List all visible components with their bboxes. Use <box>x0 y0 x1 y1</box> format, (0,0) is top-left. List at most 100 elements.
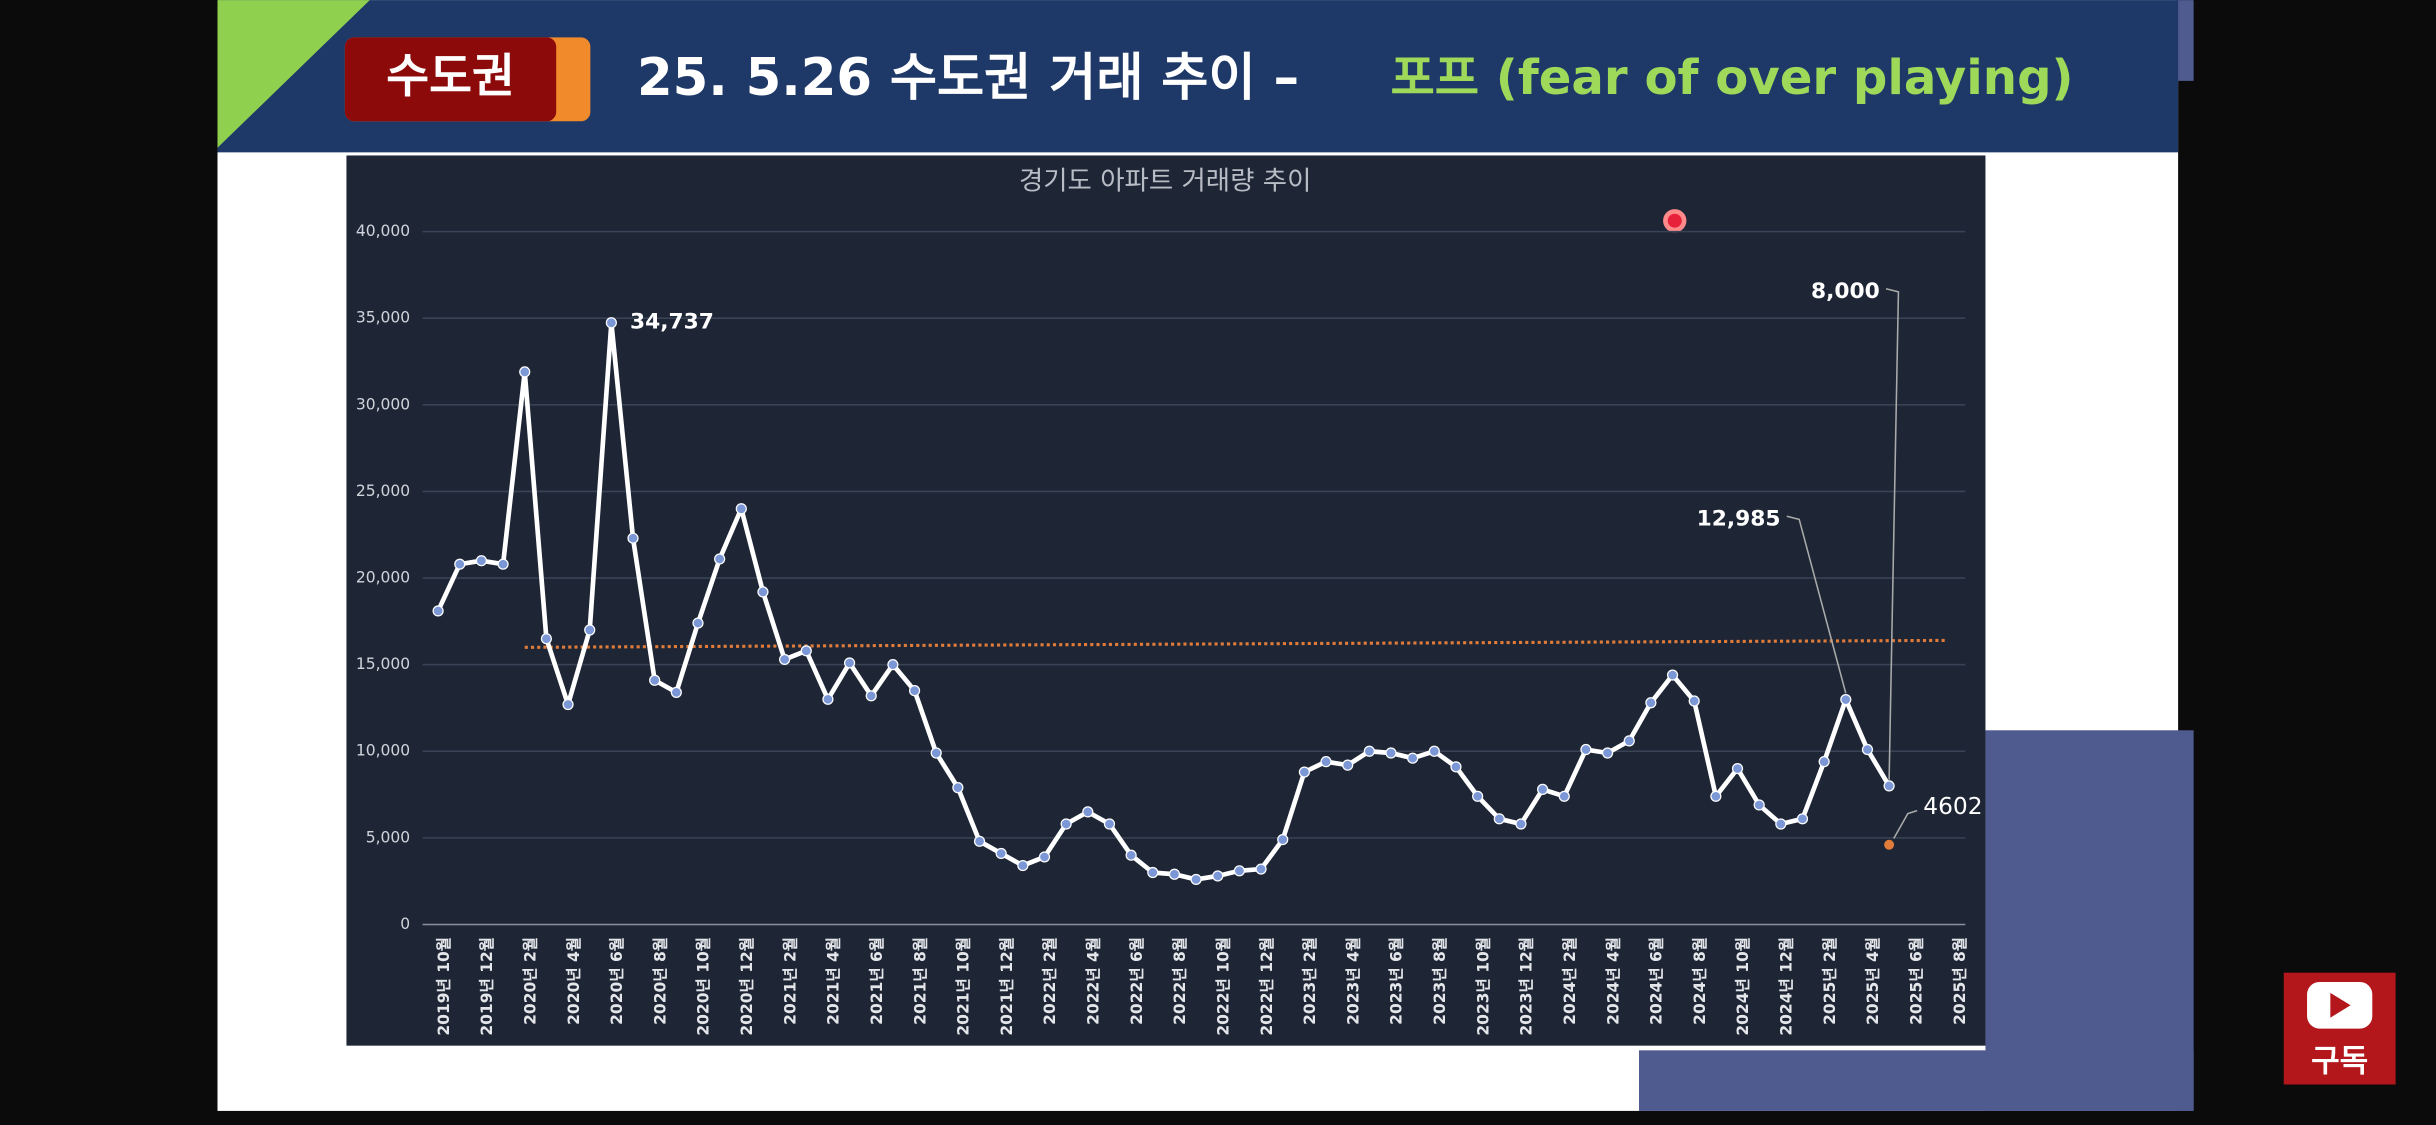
data-point <box>605 317 617 329</box>
data-point <box>1342 759 1354 771</box>
y-tick-label: 10,000 <box>356 742 410 760</box>
data-point <box>1580 743 1592 756</box>
data-point <box>822 693 834 705</box>
x-tick-label: 2023년 12월 <box>1517 937 1536 1036</box>
data-point <box>735 503 747 515</box>
data-point <box>1515 818 1527 830</box>
slide-accent <box>2175 0 2194 81</box>
data-point <box>1666 669 1679 681</box>
data-point <box>930 747 942 759</box>
cursor <box>1663 209 1687 233</box>
data-point <box>779 653 791 666</box>
data-point <box>627 532 639 544</box>
x-tick-label: 2025년 6월 <box>1906 937 1925 1025</box>
x-tick-label: 2022년 10월 <box>1213 937 1232 1036</box>
data-point <box>1818 756 1830 768</box>
x-tick-label: 2020년 8월 <box>650 937 669 1025</box>
data-point <box>995 847 1007 860</box>
data-point <box>1796 813 1809 825</box>
header-title: 25. 5.26 수도권 거래 추이 – <box>637 48 1299 108</box>
x-tick-label: 2022년 8월 <box>1170 937 1189 1025</box>
data-point <box>1385 747 1397 759</box>
x-tick-label: 2023년 2월 <box>1300 937 1319 1025</box>
data-point <box>714 553 726 565</box>
data-point <box>562 698 574 711</box>
data-point <box>692 617 704 629</box>
data-point <box>1493 813 1505 825</box>
x-tick-label: 2019년 12월 <box>477 937 496 1036</box>
badge <box>344 37 557 122</box>
data-point <box>1298 766 1310 778</box>
x-tick-label: 2025년 8월 <box>1950 937 1969 1025</box>
data-point <box>540 633 552 645</box>
x-tick-label: 2024년 12월 <box>1777 937 1796 1036</box>
data-point <box>865 690 877 702</box>
data-point <box>1060 818 1072 830</box>
x-tick-label: 2022년 12월 <box>1257 937 1276 1036</box>
slide-accent <box>1639 1050 2194 1111</box>
data-point <box>1645 697 1657 709</box>
x-tick-label: 2020년 2월 <box>520 937 539 1025</box>
data-point <box>1537 783 1549 795</box>
data-point <box>1407 752 1419 764</box>
header-highlight: 포프 (fear of over playing) <box>1390 50 2073 106</box>
data-label: 4602 <box>1923 793 1982 820</box>
badge-text: 수도권 <box>386 49 515 103</box>
data-label: 12,985 <box>1697 506 1781 531</box>
y-tick-label: 30,000 <box>356 395 410 413</box>
slide-accent <box>1985 730 2194 1111</box>
data-point <box>584 624 596 636</box>
play-triangle <box>2330 992 2351 1018</box>
data-point <box>1103 818 1116 830</box>
data-point <box>1775 818 1787 830</box>
x-tick-label: 2024년 6월 <box>1647 937 1666 1025</box>
data-point <box>1233 865 1246 877</box>
x-tick-label: 2020년 6월 <box>607 937 626 1025</box>
y-tick-label: 25,000 <box>356 482 410 500</box>
series-line <box>435 320 1892 882</box>
x-tick-label: 2024년 2월 <box>1560 937 1579 1025</box>
trend-line <box>524 638 1947 649</box>
data-point <box>1190 873 1202 886</box>
chart-panel <box>346 155 1986 1046</box>
data-point <box>649 674 661 686</box>
data-point <box>1082 806 1094 818</box>
x-tick-label: 2022년 4월 <box>1084 937 1103 1025</box>
data-point <box>1255 863 1267 875</box>
data-point <box>1450 761 1462 773</box>
x-tick-label: 2021년 8월 <box>910 937 929 1025</box>
data-point <box>1017 859 1029 872</box>
data-point <box>1753 799 1765 811</box>
y-tick-label: 20,000 <box>356 569 410 587</box>
data-point <box>1363 745 1375 757</box>
x-tick-label: 2020년 10월 <box>694 937 713 1036</box>
data-point <box>1884 839 1895 850</box>
data-point <box>432 605 444 617</box>
x-tick-label: 2022년 2월 <box>1040 937 1059 1025</box>
data-point <box>1710 790 1722 802</box>
leader-line <box>1786 515 1847 694</box>
x-tick-label: 2022년 6월 <box>1127 937 1146 1025</box>
x-tick-label: 2019년 10월 <box>434 937 453 1036</box>
data-point <box>1277 834 1289 846</box>
data-point <box>800 645 812 657</box>
x-tick-label: 2020년 4월 <box>564 937 583 1025</box>
x-tick-label: 2024년 10월 <box>1733 937 1752 1036</box>
data-point <box>973 835 986 847</box>
data-point <box>1883 780 1895 792</box>
y-tick-label: 15,000 <box>356 655 410 673</box>
data-point <box>519 366 531 378</box>
x-tick-label: 2023년 10월 <box>1473 937 1492 1036</box>
data-point <box>1472 790 1484 802</box>
data-label: 34,737 <box>630 310 714 335</box>
data-point <box>1320 756 1332 768</box>
x-tick-label: 2025년 4월 <box>1863 937 1882 1025</box>
data-label: 8,000 <box>1811 279 1880 304</box>
plot: 0 5,000 10,000 15,000 20,000 25,000 30,000 35,0… <box>356 222 1983 1036</box>
x-tick-label: 2021년 6월 <box>867 937 886 1025</box>
data-point <box>887 659 899 671</box>
leader-line <box>1885 288 1900 780</box>
data-point <box>908 685 921 697</box>
data-point <box>1168 868 1181 880</box>
data-point <box>1558 790 1570 802</box>
